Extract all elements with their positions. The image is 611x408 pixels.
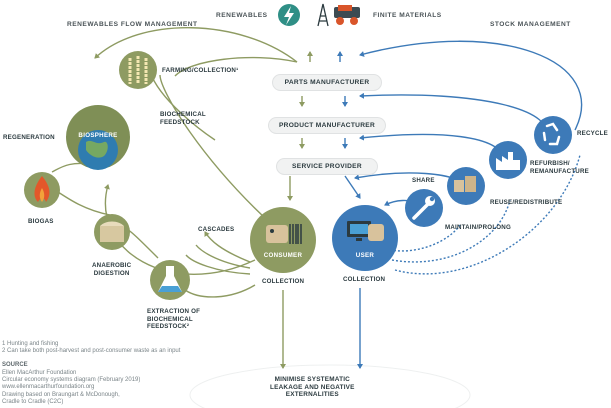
biological-loops [51, 27, 313, 369]
extraction-label: EXTRACTION OF BIOCHEMICAL FEEDSTOCK² [147, 308, 201, 330]
finite-materials-header: FINITE MATERIALS [373, 12, 442, 19]
source-title: SOURCE [2, 362, 28, 368]
leakage-ellipse [189, 364, 471, 408]
biosphere-label: BIOSPHERE [78, 132, 118, 139]
consumer-node [250, 207, 316, 273]
regeneration-label: REGENERATION [3, 134, 55, 141]
flame-icon [24, 172, 60, 208]
renewables-flow-header: RENEWABLES FLOW MANAGEMENT [67, 21, 198, 28]
cascades-label: CASCADES [198, 226, 235, 233]
globe-icon [66, 105, 130, 170]
anaerobic-digestion-label: ANAEROBIC DIGESTION [92, 262, 132, 277]
boxes-icon [447, 167, 485, 205]
service-provider-box: SERVICE PROVIDER [276, 158, 378, 175]
oil-rig-icon [317, 3, 329, 27]
stock-management-header: STOCK MANAGEMENT [490, 21, 571, 28]
biochemical-feedstock-label: BIOCHEMICAL FEEDSTOCK [160, 111, 206, 126]
lightning-icon [278, 4, 300, 26]
reuse-label: REUSE/REDISTRIBUTE [490, 199, 563, 206]
source-line-4: Drawing based on Braungart & McDonough, [2, 392, 120, 398]
flask-icon [150, 260, 190, 300]
wrench-icon [405, 189, 443, 227]
digester-icon [94, 214, 130, 250]
fish-wheat-icon [119, 51, 157, 89]
renewables-header: RENEWABLES [216, 12, 268, 19]
recycle-label: RECYCLE [577, 130, 608, 137]
share-label: SHARE [412, 177, 435, 184]
source-line-2: Circular economy systems diagram (Februa… [2, 377, 141, 383]
user-label: USER [355, 252, 375, 259]
farming-label: FARMING/COLLECTION¹ [162, 67, 239, 74]
tech-collection-label: COLLECTION [343, 276, 386, 283]
parts-manufacturer-box: PARTS MANUFACTURER [272, 74, 382, 91]
barcode-icon [289, 224, 302, 244]
minimise-leakage-label: MINIMISE SYSTEMATIC LEAKAGE AND NEGATIVE… [270, 376, 355, 398]
maintain-label: MAINTAIN/PROLONG [445, 224, 511, 231]
footnote-1: 1 Hunting and fishing [2, 341, 59, 347]
source-line-1: Ellen MacArthur Foundation [2, 370, 77, 376]
recycle-icon [534, 116, 572, 154]
refurbish-label: REFURBISH/ REMANUFACTURE [530, 160, 589, 175]
source-line-5: Cradle to Cradle (C2C) [2, 399, 64, 405]
consumer-label: CONSUMER [263, 252, 303, 259]
product-manufacturer-box: PRODUCT MANUFACTURER [268, 117, 386, 134]
source-line-3: www.ellenmacarthurfoundation.org [2, 384, 95, 390]
biogas-label: BIOGAS [28, 218, 54, 225]
user-node [332, 205, 398, 271]
mining-truck-icon [334, 5, 360, 25]
computer-icon [347, 221, 371, 241]
bio-collection-label: COLLECTION [262, 278, 305, 285]
footnote-2: 2 Can take both post-harvest and post-co… [2, 348, 181, 354]
factory-icon [489, 141, 527, 179]
